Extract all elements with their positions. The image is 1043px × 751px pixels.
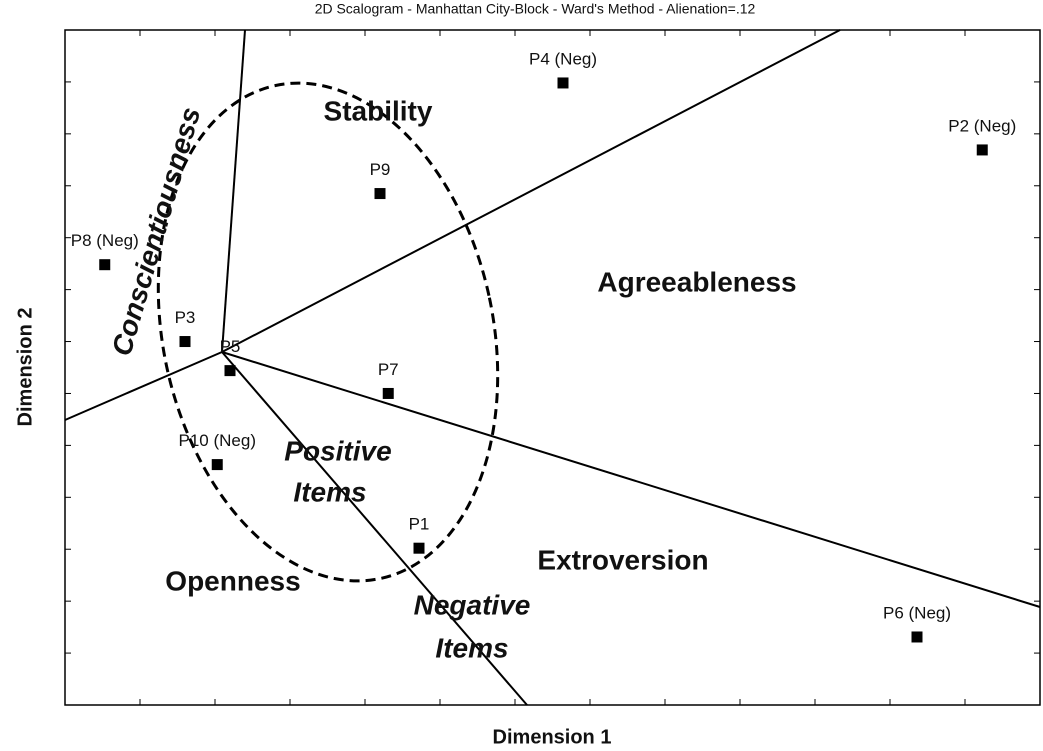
item-label: Negative [414,589,531,620]
point [413,542,425,554]
point [976,144,988,156]
y-axis-label: Dimension 2 [14,308,36,427]
chart-title: 2D Scalogram - Manhattan City-Block - Wa… [315,1,756,17]
region-boundaries [64,29,1041,706]
point-label: P6 (Neg) [883,603,951,622]
point [557,77,569,89]
point-label: P9 [370,160,391,179]
point [911,631,923,643]
region-label: Extroversion [537,544,708,575]
item-label: Items [435,632,508,663]
plot-frame [64,29,1041,706]
point-label: P4 (Neg) [529,49,597,68]
boundary-line [221,29,841,353]
point-label: P7 [378,360,399,379]
point [382,387,394,399]
point-label: P1 [409,515,430,534]
x-axis-label: Dimension 1 [493,726,612,748]
boundary-line [221,351,528,706]
region-label: Stability [324,95,433,126]
point-label: P3 [175,308,196,327]
positive-items-ellipse [156,81,500,583]
region-label: Agreeableness [597,266,796,297]
point [224,365,236,377]
point [374,188,386,200]
item-label: Items [293,476,366,507]
point-label: P10 (Neg) [179,431,256,450]
item-label: Positive [284,435,391,466]
point [211,459,223,471]
boundary-line [64,351,223,421]
boundary-line [221,351,1041,608]
point [179,336,191,348]
point-label: P5 [220,337,241,356]
point-label: P2 (Neg) [948,116,1016,135]
point-label: P8 (Neg) [71,231,139,250]
region-label: Openness [165,565,300,596]
point [99,259,111,271]
boundary-line [221,29,246,353]
